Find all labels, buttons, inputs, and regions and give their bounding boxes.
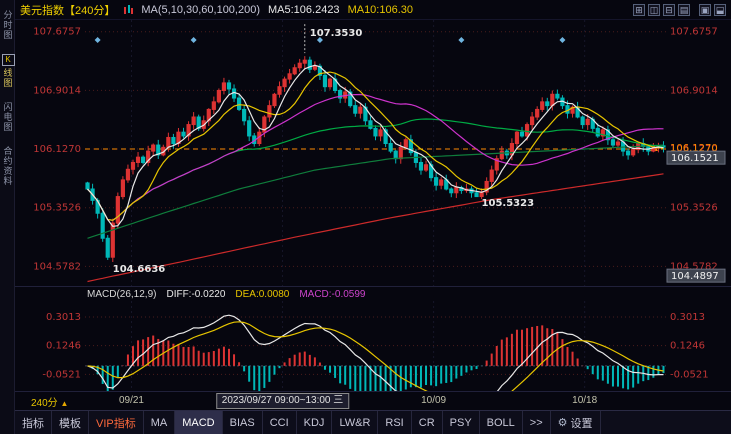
ma10-line	[87, 71, 664, 221]
toolbar-tab-settings[interactable]: ⚙ 设置	[551, 411, 601, 434]
chart-title: 美元指数【240分】	[20, 4, 116, 17]
period-label: 240分	[31, 398, 58, 409]
toolbar-tab-indicators[interactable]: 指标	[15, 411, 52, 434]
toolbar-tab-rsi[interactable]: RSI	[378, 411, 412, 434]
current-price-box	[666, 150, 726, 165]
toolbar-tab-kdj[interactable]: KDJ	[297, 411, 333, 434]
toolbar-tab-lwr[interactable]: LW&R	[332, 411, 379, 434]
macd-axis-label-left: 0.1246	[46, 341, 81, 352]
price-axis-label-right: 106.9014	[670, 85, 718, 96]
ma5-value: MA5:106.2423	[268, 3, 340, 16]
sidebar-tab-kline-chart[interactable]: K线图	[1, 54, 15, 88]
ma5-line	[87, 64, 664, 228]
price-axis-label-right: 104.5782	[670, 261, 718, 272]
period-selector[interactable]: 240分 ▲	[31, 394, 68, 409]
sidebar-tab-lightning-chart[interactable]: 闪电图	[2, 102, 13, 132]
time-axis: 240分 ▲ 09/21 2023/09/27 09:00~13:00 三 10/0…	[15, 391, 731, 410]
price-axis-label-right: 105.3526	[670, 203, 718, 214]
macd-axis-label-left: 0.3013	[46, 312, 81, 323]
ma200-line	[87, 173, 664, 283]
sidebar-tab-contract-info[interactable]: 合约资料	[2, 146, 13, 186]
range-low-box	[666, 268, 726, 283]
macd-axis-label-right: 0.3013	[670, 312, 705, 323]
x-axis-tick: 09/21	[118, 395, 144, 406]
toolbar-tab-psy[interactable]: PSY	[443, 411, 480, 434]
macd-axis-label-right: 0.1246	[670, 341, 705, 352]
toolbar-tab-cci[interactable]: CCI	[263, 411, 297, 434]
price-axis-label-left: 107.6757	[33, 27, 81, 38]
main-panel: 美元指数【240分】 MA(5,10,30,60,100,200) MA5:10…	[15, 0, 731, 434]
price-chart[interactable]: 107.6757 107.6757 106.9014 106.9014 106.1270…	[15, 20, 731, 286]
event-marker-icon	[559, 37, 566, 43]
price-axis-label-right: 106.1270	[670, 144, 718, 155]
high-price-annotation: 107.3530	[310, 28, 363, 39]
ma30-line	[87, 93, 664, 221]
toolbar-tab-macd[interactable]: MACD	[175, 411, 223, 434]
x-axis-tick: 10/09	[421, 395, 447, 406]
toolbar-tab-more[interactable]: >>	[523, 411, 551, 434]
event-marker-icon	[94, 37, 101, 43]
macd-dea-value: DEA:0.0080	[235, 288, 290, 300]
macd-header: MACD(26,12,9) DIFF:-0.0220 DEA:0.0080 MA…	[15, 286, 731, 301]
diff-line	[87, 314, 664, 391]
price-axis-label-left: 105.3526	[33, 203, 81, 214]
macd-params-label[interactable]: MACD(26,12,9)	[87, 288, 157, 300]
layout-single-icon[interactable]: ▣	[699, 3, 711, 16]
low-price-annotation: 105.5323	[482, 198, 535, 209]
ma100-line	[87, 144, 664, 239]
macd-histogram	[91, 325, 665, 391]
layout-grid-icon[interactable]: ⊞	[633, 3, 645, 16]
ma-settings-label: MA(5,10,30,60,100,200)	[141, 3, 260, 16]
toolbar-tab-bias[interactable]: BIAS	[223, 411, 263, 434]
toolbar-tab-cr[interactable]: CR	[412, 411, 443, 434]
layout-split-vertical-icon[interactable]: ◫	[648, 3, 660, 16]
dashed-level-label: 106.1270	[670, 143, 718, 154]
price-chart-area[interactable]: 107.6757 107.6757 106.9014 106.9014 106.1270…	[15, 20, 731, 286]
x-axis-tick: 10/18	[572, 395, 598, 406]
macd-chart-area[interactable]: 0.3013 0.3013 0.1246 0.1246 -0.0521 -0.0521	[15, 301, 731, 391]
macd-diff-value: DIFF:-0.0220	[166, 288, 226, 300]
selected-bar-date[interactable]: 2023/09/27 09:00~13:00 三	[215, 393, 350, 409]
current-price-box-label: 106.1521	[671, 153, 719, 164]
toolbar-tab-ma[interactable]: MA	[144, 411, 176, 434]
range-low-box-label: 104.4897	[671, 271, 719, 282]
price-axis-label-left: 106.1270	[33, 144, 81, 155]
kline-tab-k-badge: K	[1, 54, 15, 66]
macd-axis-label-left: -0.0521	[42, 369, 81, 380]
low-price-annotation: 104.6636	[113, 264, 166, 275]
ma10-value: MA10:106.30	[347, 3, 413, 16]
price-axis-label-left: 106.9014	[33, 85, 81, 96]
kline-type-icon[interactable]	[123, 4, 134, 15]
event-marker-icon	[458, 37, 465, 43]
layout-rows-icon[interactable]: ▤	[678, 3, 690, 16]
price-axis-label-left: 104.5782	[33, 261, 81, 272]
left-rail: 分时图 K线图闪电图合约资料	[0, 0, 15, 434]
dea-line	[87, 321, 664, 391]
chart-header: 美元指数【240分】 MA(5,10,30,60,100,200) MA5:10…	[15, 0, 731, 20]
price-axis-label-right: 107.6757	[670, 27, 718, 38]
indicator-toolbar: 指标 模板 VIP指标 MA MACD BIAS CCI KDJ LW&R RSI CR PSY BOL…	[15, 410, 731, 434]
window-layout-icons: ⊞ ◫ ⊟ ▤ ▣ ⬓	[633, 3, 726, 16]
event-marker-icon	[316, 37, 323, 43]
macd-chart[interactable]: 0.3013 0.3013 0.1246 0.1246 -0.0521 -0.0521	[15, 301, 731, 391]
toolbar-tab-templates[interactable]: 模板	[52, 411, 89, 434]
toolbar-tab-boll[interactable]: BOLL	[480, 411, 523, 434]
sidebar-tab-time-chart[interactable]: 分时图	[2, 10, 13, 40]
macd-axis-label-right: -0.0521	[670, 369, 709, 380]
event-marker-icon	[190, 37, 197, 43]
candles	[85, 56, 666, 262]
macd-macd-value: MACD:-0.0599	[299, 288, 366, 300]
period-expand-icon[interactable]: ▲	[60, 399, 69, 408]
layout-bottom-icon[interactable]: ⬓	[714, 3, 726, 16]
layout-split-horizontal-icon[interactable]: ⊟	[663, 3, 675, 16]
gear-icon: ⚙	[557, 417, 568, 429]
toolbar-tab-vip-indicators[interactable]: VIP指标	[89, 411, 144, 434]
